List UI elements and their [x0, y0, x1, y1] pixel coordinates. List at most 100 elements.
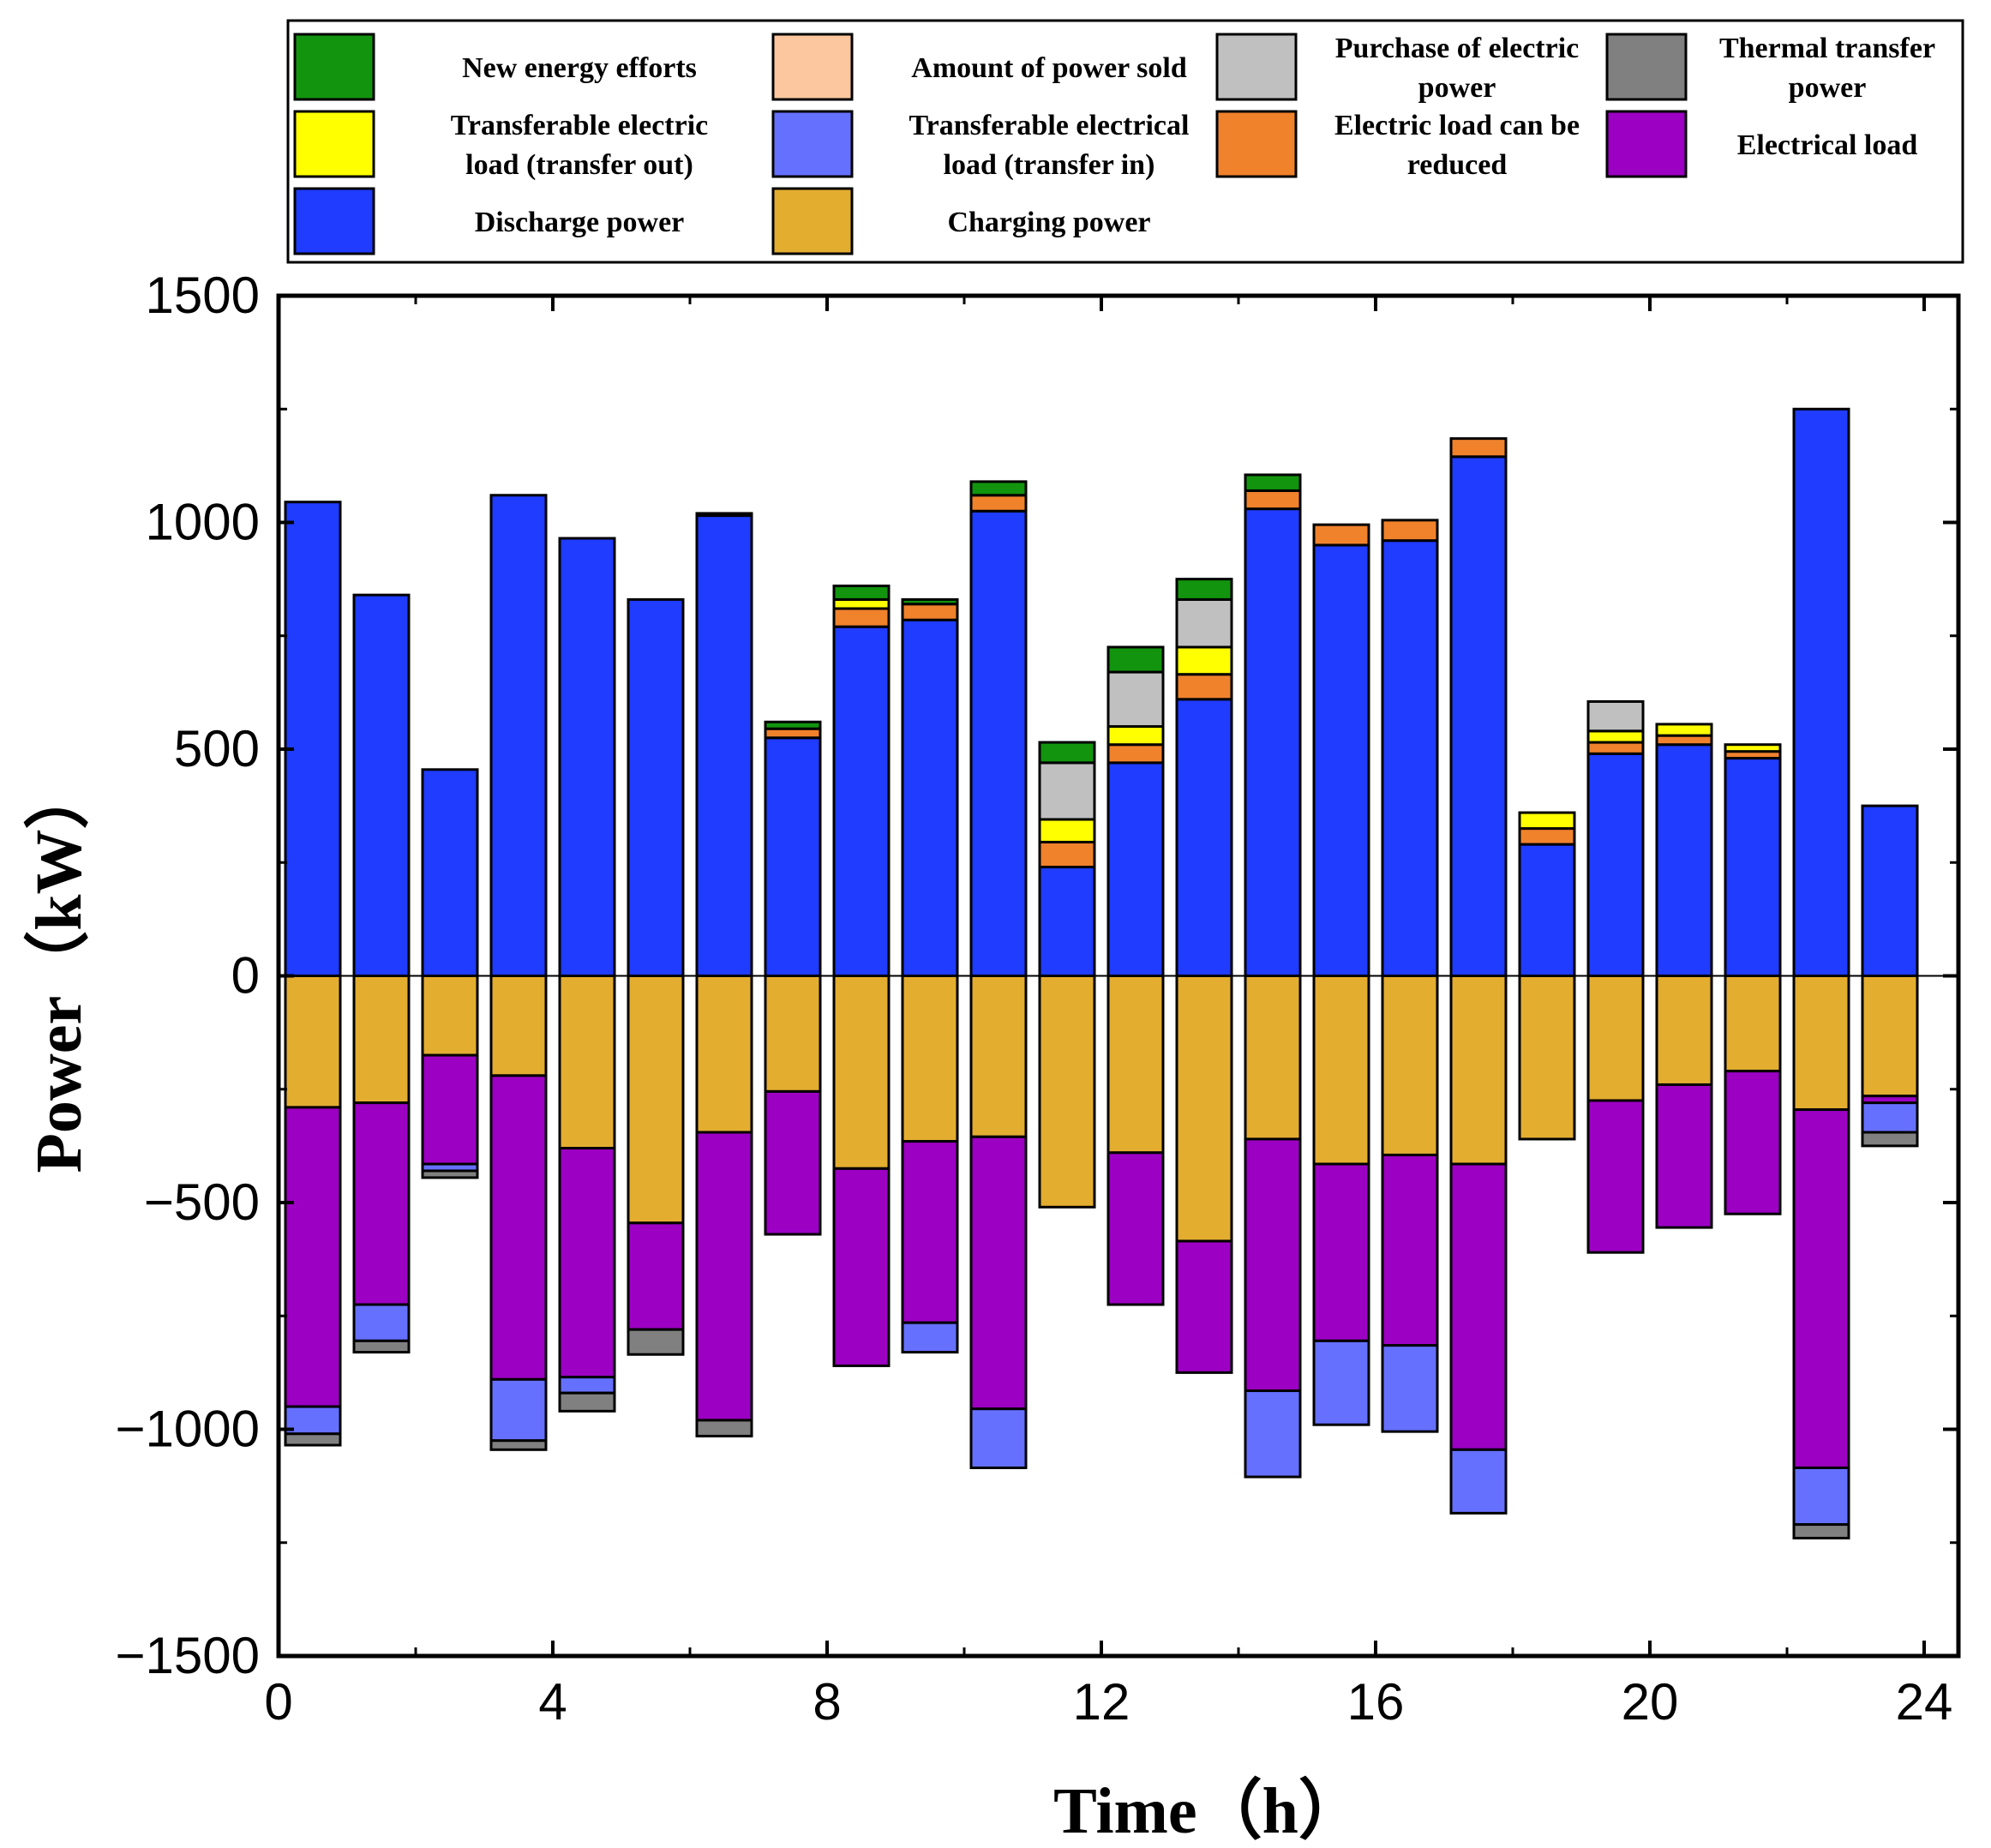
x-tick-label-20: 20 [1622, 1673, 1679, 1731]
legend-swatch-discharge [293, 187, 375, 255]
bar-electrical_load-20 [1586, 1099, 1645, 1254]
bar-electrical_load-1 [284, 1106, 342, 1408]
y-tick-label-1500: 1500 [146, 267, 260, 324]
bar-discharge-12 [1038, 866, 1096, 977]
bar-charging-9 [832, 975, 891, 1170]
bar-new_energy-10 [901, 597, 959, 606]
bar-thermal-5 [558, 1391, 616, 1413]
bar-electrical_load-7 [695, 1131, 753, 1422]
bar-electrical_load-14 [1175, 1239, 1233, 1374]
bar-charging-5 [558, 975, 616, 1150]
legend-label-reducible: reduced [1407, 149, 1508, 181]
bar-reducible-17 [1381, 519, 1439, 543]
bar-transfer_in-18 [1449, 1448, 1508, 1515]
bar-discharge-6 [627, 597, 685, 977]
bar-transfer_out-22 [1724, 743, 1782, 753]
bar-discharge-3 [421, 768, 479, 977]
bar-electrical_load-15 [1244, 1137, 1302, 1393]
bar-thermal-23 [1792, 1523, 1850, 1539]
legend: New energy efforts Transferable electric l… [286, 19, 1964, 264]
bar-charging-1 [284, 975, 342, 1109]
bar-charging-2 [352, 975, 411, 1105]
bar-purchase-13 [1106, 670, 1165, 729]
bar-thermal-6 [627, 1328, 685, 1356]
y-tick-label-1000: 1000 [146, 494, 260, 551]
bar-charging-3 [421, 975, 479, 1057]
legend-label-thermal: power [1789, 72, 1867, 104]
bar-discharge-14 [1175, 698, 1233, 977]
y-tick-label--1500: −1500 [115, 1627, 260, 1684]
x-tick-label-12: 12 [1073, 1673, 1130, 1731]
legend-label-discharge: Discharge power [475, 207, 685, 238]
bar-discharge-23 [1792, 407, 1850, 977]
bar-transfer_in-2 [352, 1303, 411, 1342]
bar-charging-16 [1312, 975, 1370, 1166]
bar-discharge-9 [832, 625, 891, 977]
y-tick-label--1000: −1000 [115, 1401, 260, 1458]
bar-discharge-4 [489, 494, 548, 977]
bar-transfer_out-14 [1175, 645, 1233, 676]
bar-charging-21 [1655, 975, 1713, 1086]
legend-label-charging: Charging power [947, 207, 1150, 238]
bar-charging-10 [901, 975, 959, 1143]
bar-new_energy-9 [832, 585, 891, 601]
y-tick-label-0: 0 [231, 947, 260, 1005]
bar-transfer_out-20 [1586, 729, 1645, 744]
bar-discharge-22 [1724, 757, 1782, 978]
bar-discharge-13 [1106, 761, 1165, 977]
bar-discharge-16 [1312, 543, 1370, 977]
bar-discharge-20 [1586, 752, 1645, 977]
bar-new_energy-7 [695, 512, 753, 518]
bar-charging-23 [1792, 975, 1850, 1112]
bar-charging-4 [489, 975, 548, 1077]
bar-transfer_in-5 [558, 1376, 616, 1395]
bar-transfer_out-21 [1655, 723, 1713, 737]
bar-thermal-24 [1861, 1131, 1919, 1148]
bar-new_energy-8 [764, 720, 822, 730]
bar-charging-24 [1861, 975, 1919, 1098]
bar-reducible-18 [1449, 437, 1508, 459]
legend-swatch-reducible [1215, 110, 1298, 178]
bar-electrical_load-23 [1792, 1108, 1850, 1469]
bar-charging-15 [1244, 975, 1302, 1141]
legend-label-transfer_out: load (transfer out) [465, 149, 693, 181]
y-tick-label--500: −500 [144, 1173, 260, 1231]
legend-swatch-charging [771, 187, 854, 255]
bar-electrical_load-11 [969, 1135, 1028, 1411]
bar-transfer_in-15 [1244, 1389, 1302, 1479]
legend-label-transfer_in: Transferable electrical [909, 110, 1190, 141]
bar-purchase-20 [1586, 699, 1645, 733]
bar-transfer_out-12 [1038, 818, 1096, 843]
bar-reducible-21 [1655, 734, 1713, 747]
bar-transfer_in-24 [1861, 1101, 1919, 1134]
bar-charging-14 [1175, 975, 1233, 1243]
legend-swatch-transfer_in [771, 110, 854, 178]
bar-electrical_load-3 [421, 1053, 479, 1166]
bar-electrical_load-8 [764, 1089, 822, 1236]
bar-reducible-19 [1518, 827, 1576, 846]
bar-discharge-5 [558, 537, 616, 977]
bar-electrical_load-17 [1381, 1153, 1439, 1347]
bar-discharge-24 [1861, 804, 1919, 977]
bar-charging-13 [1106, 975, 1165, 1155]
bar-discharge-7 [695, 514, 753, 977]
x-axis-title: Time（h） [1053, 1775, 1364, 1847]
bar-electrical_load-9 [832, 1167, 891, 1367]
bar-transfer_in-16 [1312, 1339, 1370, 1426]
y-axis-title: Power（kW） [23, 764, 95, 1173]
bar-charging-8 [764, 975, 822, 1093]
bar-electrical_load-10 [901, 1140, 959, 1324]
bar-thermal-3 [421, 1169, 479, 1179]
bar-electrical_load-6 [627, 1221, 685, 1331]
legend-label-purchase: power [1418, 72, 1496, 104]
legend-label-transfer_in: load (transfer in) [944, 149, 1155, 181]
plot-frame [276, 293, 1961, 1659]
legend-label-reducible: Electric load can be [1334, 110, 1580, 141]
bar-electrical_load-22 [1724, 1070, 1782, 1215]
bar-discharge-21 [1655, 743, 1713, 978]
bar-discharge-10 [901, 618, 959, 977]
legend-label-power_sold: Amount of power sold [911, 52, 1187, 84]
bar-thermal-2 [352, 1339, 411, 1354]
bar-thermal-4 [489, 1439, 548, 1451]
